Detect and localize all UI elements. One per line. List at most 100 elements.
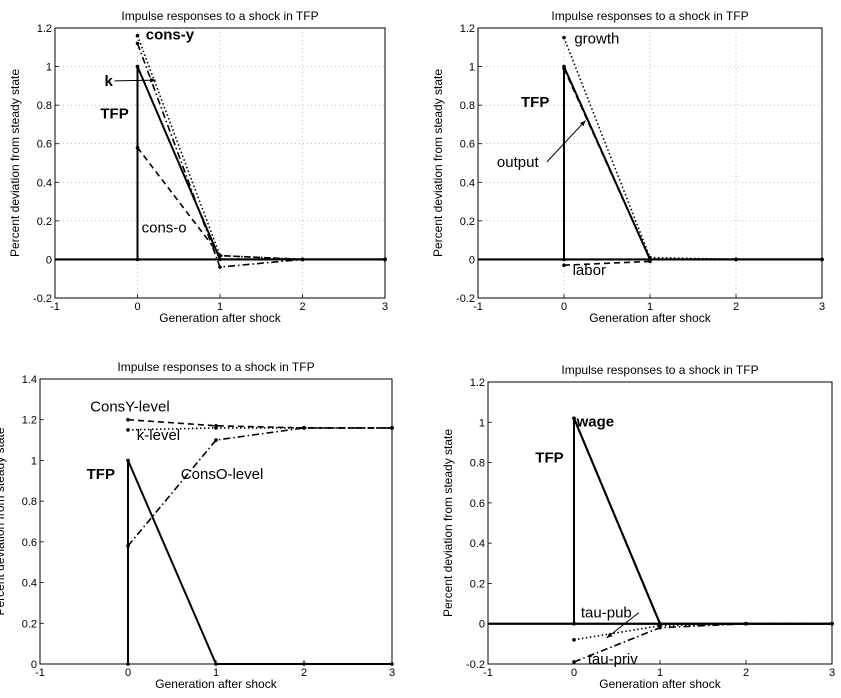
data-point-cons-o xyxy=(218,253,222,258)
y-axis-label: Percent deviation from steady state xyxy=(441,429,455,617)
y-tick-label: 0.8 xyxy=(37,100,52,112)
data-point-tfp xyxy=(572,621,576,626)
annotation-arrow xyxy=(546,120,586,163)
x-tick-label: 2 xyxy=(299,301,305,313)
annotation-label: TFP xyxy=(521,94,549,111)
data-point-k-level xyxy=(214,426,218,430)
data-point-tfp xyxy=(135,257,140,262)
data-point-output xyxy=(820,257,824,262)
series-line-k-level xyxy=(127,427,392,431)
data-point-tfp xyxy=(214,662,218,666)
y-tick-label: 1.2 xyxy=(470,377,485,389)
annotation-label: TFP xyxy=(87,466,115,483)
y-tick-label: 0 xyxy=(479,619,485,631)
x-tick-label: -1 xyxy=(473,301,483,313)
annotation-arrow xyxy=(114,79,156,82)
data-point-growth xyxy=(562,35,566,40)
annotation-label: ConsO-level xyxy=(181,466,264,483)
series-line-growth xyxy=(563,37,822,261)
series-line-tfp xyxy=(127,459,392,665)
series-line-tau-priv xyxy=(573,622,832,663)
annotation-label: tau-priv xyxy=(588,651,639,668)
series-line-cons-y xyxy=(136,35,385,261)
x-tick-label: 0 xyxy=(571,667,577,679)
data-point-tau-priv xyxy=(830,621,834,626)
chart-panel-1: -1 0 1 2 3 -0.2 0 0.2 0.4 0.6 0.8 1 1.2 Impulse respo… xyxy=(8,9,388,325)
series-line-tfp xyxy=(573,417,832,625)
data-point-cons-o xyxy=(383,257,387,262)
x-axis-label: Generation after shock xyxy=(599,677,721,691)
x-tick-label: 1 xyxy=(647,301,653,313)
y-tick-label: 0.8 xyxy=(470,458,485,470)
x-axis-label: Generation after shock xyxy=(589,311,711,325)
x-axis-label: Generation after shock xyxy=(155,677,277,691)
data-point-tfp xyxy=(126,458,130,463)
annotation-label: labor xyxy=(573,262,606,279)
data-point-output xyxy=(562,66,566,71)
y-tick-label: 0.2 xyxy=(22,618,37,630)
data-point-k xyxy=(135,41,140,46)
annotation-arrowhead xyxy=(150,77,156,83)
y-tick-label: -0.2 xyxy=(33,293,52,305)
annotation-label: k xyxy=(105,73,114,90)
chart-panel-4: -1 0 1 2 3 -0.2 0 0.2 0.4 0.6 0.8 1 1.2 Impulse respo… xyxy=(441,363,835,691)
data-point-tau-priv xyxy=(572,660,576,664)
annotation-label: wage xyxy=(576,413,615,430)
x-tick-label: 0 xyxy=(125,667,131,679)
y-axis-label: Percent deviation from steady state xyxy=(8,69,22,257)
data-point-conso-level xyxy=(214,438,218,442)
annotation-label: growth xyxy=(574,30,619,47)
y-tick-label: 1 xyxy=(31,455,37,467)
annotation-label: TFP xyxy=(100,106,128,123)
data-point-tfp xyxy=(390,662,394,666)
data-point-k xyxy=(218,265,222,269)
data-point-tau-pub xyxy=(572,638,576,642)
annotation-label: ConsY-level xyxy=(90,399,170,416)
y-tick-label: 0 xyxy=(31,659,37,671)
data-point-labor xyxy=(562,263,566,268)
series-line-wage xyxy=(573,417,661,625)
series-line-tfp xyxy=(563,65,822,261)
x-tick-label: 2 xyxy=(743,667,749,679)
y-axis-label: Percent deviation from steady state xyxy=(0,427,7,615)
data-point-conso-level xyxy=(126,544,130,548)
y-tick-label: 1.2 xyxy=(37,23,52,35)
x-tick-label: 1 xyxy=(213,667,219,679)
y-tick-label: 1 xyxy=(469,62,475,74)
data-point-tau-priv xyxy=(744,621,748,626)
chart-panel-2: -1 0 1 2 3 -0.2 0 0.2 0.4 0.6 0.8 1 1.2 Impulse respo… xyxy=(431,9,825,325)
annotation-arrowhead xyxy=(580,120,586,127)
chart-title: Impulse responses to a shock in TFP xyxy=(121,9,318,23)
y-tick-label: 0.2 xyxy=(37,216,52,228)
plot-frame xyxy=(39,378,393,665)
x-tick-label: 3 xyxy=(389,667,395,679)
y-tick-label: 1.2 xyxy=(22,415,37,427)
data-point-tfp xyxy=(562,257,566,262)
y-tick-label: 0.6 xyxy=(22,537,37,549)
y-tick-label: 0.6 xyxy=(460,139,475,151)
annotation-label: cons-o xyxy=(142,219,187,236)
x-tick-label: 1 xyxy=(657,667,663,679)
data-point-cons-o xyxy=(300,257,305,262)
annotation-label: TFP xyxy=(535,450,563,467)
annotation-arrowhead xyxy=(606,632,613,638)
y-tick-label: -0.2 xyxy=(466,659,485,671)
data-point-tfp xyxy=(135,64,140,69)
data-point-cons-o xyxy=(135,145,140,150)
y-tick-label: 0.4 xyxy=(37,177,52,189)
data-point-conso-level xyxy=(302,426,306,430)
x-tick-label: 3 xyxy=(382,301,388,313)
y-tick-label: 0 xyxy=(469,254,475,266)
x-tick-label: -1 xyxy=(50,301,60,313)
y-tick-label: 0 xyxy=(46,254,52,266)
x-tick-label: 2 xyxy=(301,667,307,679)
chart-title: Impulse responses to a shock in TFP xyxy=(561,363,758,377)
data-point-consy-level xyxy=(126,417,130,422)
y-tick-label: 1 xyxy=(46,62,52,74)
data-point-wage xyxy=(572,416,576,421)
chart-title: Impulse responses to a shock in TFP xyxy=(551,9,748,23)
y-tick-label: 0.4 xyxy=(460,177,475,189)
y-tick-label: 0.4 xyxy=(470,538,485,550)
x-tick-label: 1 xyxy=(217,301,223,313)
data-point-tfp xyxy=(218,257,222,262)
